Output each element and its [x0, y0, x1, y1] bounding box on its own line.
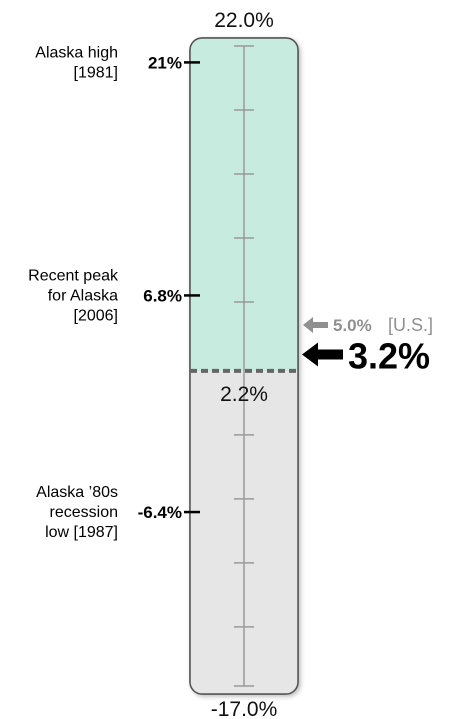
marker-label: [1981] [74, 64, 118, 81]
indicator-us: 5.0% [U.S.] [303, 315, 433, 335]
current-indicators: 5.0% [U.S.]3.2% [302, 315, 433, 377]
indicator-tag: [U.S.] [388, 315, 433, 335]
marker: 6.8% Recent peak for Alaska [2006] [28, 267, 200, 324]
marker: -6.4% Alaska ’80s recession low [1987] [36, 484, 200, 541]
marker-value: -6.4% [138, 503, 182, 522]
scale-ticks [234, 45, 254, 687]
marker-label: Alaska high [35, 44, 118, 61]
historical-markers: 21% Alaska high [1981] 6.8% Recent peak for A… [28, 44, 200, 541]
arrow-left-icon [302, 342, 343, 367]
marker-label: Alaska ’80s [36, 484, 118, 501]
marker-value: 6.8% [143, 286, 182, 305]
scale-min-label: -17.0% [211, 698, 278, 719]
scale-mid-label: 2.2% [220, 383, 268, 406]
indicator-value: 3.2% [348, 336, 430, 377]
indicator-alaska: 3.2% [302, 336, 430, 377]
marker-label: [2006] [74, 307, 118, 324]
marker-value: 21% [148, 53, 182, 72]
gauge-bar-border [189, 37, 299, 695]
indicator-value: 5.0% [333, 316, 372, 335]
marker: 21% Alaska high [1981] [35, 44, 200, 81]
marker-label: recession [50, 504, 118, 521]
scale-max-label: 22.0% [214, 9, 274, 32]
marker-label: Recent peak [28, 267, 119, 284]
marker-label: for Alaska [48, 287, 118, 304]
arrow-left-icon [303, 316, 328, 333]
marker-label: low [1987] [45, 524, 118, 541]
